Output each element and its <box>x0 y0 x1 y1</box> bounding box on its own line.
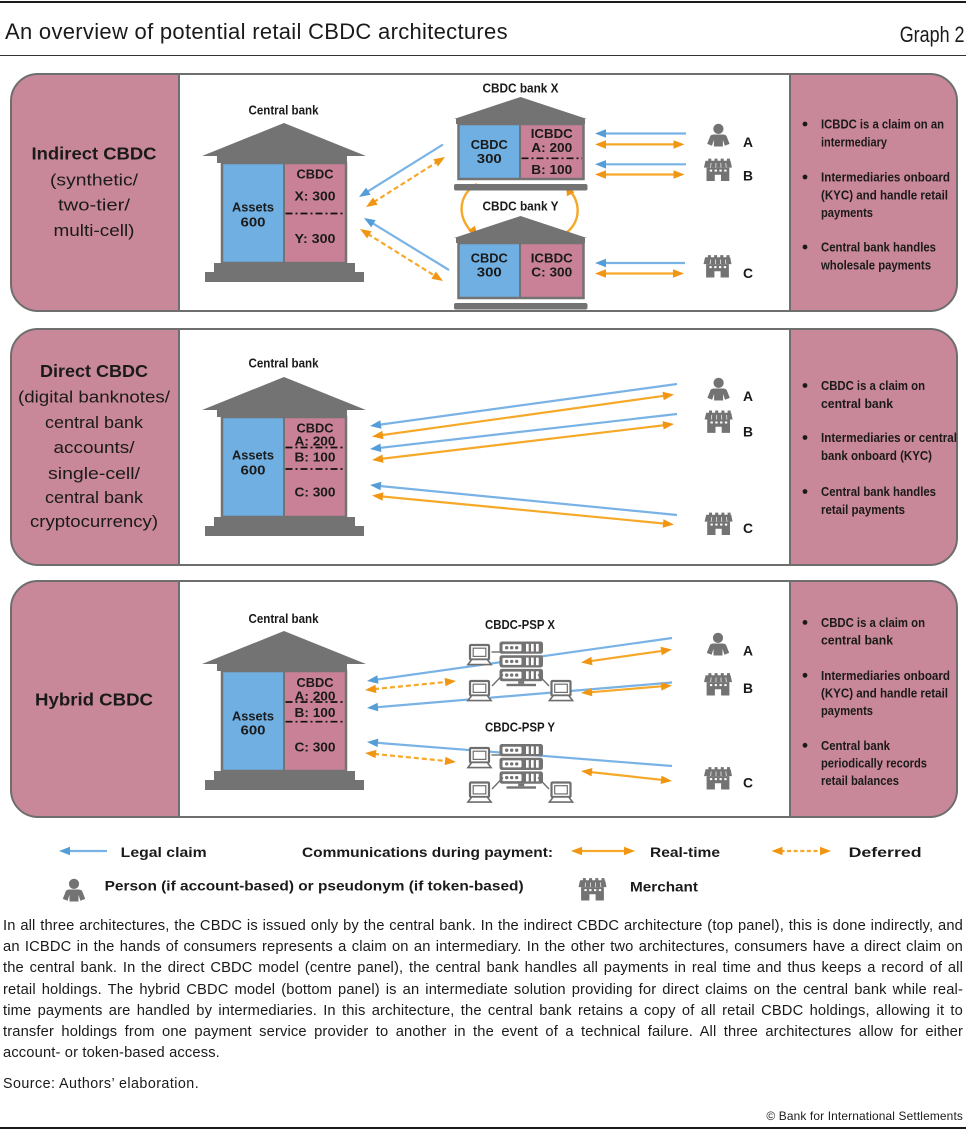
svg-text:Central bank handles: Central bank handles <box>821 240 936 255</box>
svg-text:CBDC-PSP X: CBDC-PSP X <box>485 617 555 632</box>
svg-text:CBDC: CBDC <box>471 251 509 266</box>
svg-text:X: 300: X: 300 <box>295 189 336 204</box>
svg-text:periodically records: periodically records <box>821 756 927 771</box>
svg-text:payments: payments <box>821 703 873 718</box>
svg-text:(KYC) and handle retail: (KYC) and handle retail <box>821 187 948 202</box>
svg-text:bank onboard (KYC): bank onboard (KYC) <box>821 448 932 463</box>
svg-text:A: A <box>743 135 753 150</box>
svg-text:B: B <box>743 169 753 184</box>
svg-text:CBDC: CBDC <box>297 167 335 182</box>
svg-text:intermediary: intermediary <box>821 134 888 149</box>
svg-text:(KYC) and handle retail: (KYC) and handle retail <box>821 686 948 701</box>
svg-text:Central bank handles: Central bank handles <box>821 484 936 499</box>
svg-text:600: 600 <box>241 463 266 478</box>
svg-text:CBDC-PSP Y: CBDC-PSP Y <box>485 719 555 734</box>
svg-text:retail payments: retail payments <box>821 502 905 517</box>
svg-text:Legal claim: Legal claim <box>121 844 207 860</box>
svg-text:Intermediaries onboard: Intermediaries onboard <box>821 668 950 683</box>
svg-text:wholesale payments: wholesale payments <box>820 257 931 272</box>
svg-text:Central bank: Central bank <box>249 611 320 626</box>
svg-text:B: 100: B: 100 <box>295 705 336 720</box>
svg-text:Person (if account-based) or p: Person (if account-based) or pseudonym (… <box>105 878 524 894</box>
svg-text:B: B <box>743 424 753 439</box>
svg-text:C: 300: C: 300 <box>295 485 336 500</box>
svg-text:Real-time: Real-time <box>650 844 720 860</box>
svg-text:A: A <box>743 389 753 404</box>
svg-text:300: 300 <box>477 265 502 280</box>
svg-text:C: C <box>743 776 753 791</box>
svg-text:Central bank: Central bank <box>249 103 320 118</box>
svg-text:CBDC: CBDC <box>297 420 335 435</box>
svg-text:600: 600 <box>241 215 266 230</box>
svg-text:C: C <box>743 521 753 536</box>
svg-text:central bank: central bank <box>821 633 894 648</box>
svg-text:Indirect CBDC: Indirect CBDC <box>32 143 157 163</box>
svg-text:A: 200: A: 200 <box>295 434 336 449</box>
svg-text:C: C <box>743 266 753 281</box>
svg-text:Intermediaries onboard: Intermediaries onboard <box>821 170 950 185</box>
svg-text:300: 300 <box>477 151 502 166</box>
svg-text:ICBDC: ICBDC <box>531 251 574 266</box>
svg-text:C: 300: C: 300 <box>531 265 572 280</box>
svg-text:retail balances: retail balances <box>821 773 899 788</box>
svg-text:multi-cell): multi-cell) <box>54 221 135 240</box>
svg-text:ICBDC is a claim on an: ICBDC is a claim on an <box>821 117 944 132</box>
svg-text:ICBDC: ICBDC <box>531 126 574 141</box>
svg-text:B: B <box>743 681 753 696</box>
svg-text:two-tier/: two-tier/ <box>58 196 130 215</box>
svg-text:Merchant: Merchant <box>630 879 698 895</box>
svg-text:single-cell/: single-cell/ <box>48 464 140 483</box>
svg-text:CBDC is a claim on: CBDC is a claim on <box>821 615 925 630</box>
svg-text:A: A <box>743 644 753 659</box>
svg-text:Assets: Assets <box>232 448 274 463</box>
svg-text:Y: 300: Y: 300 <box>295 231 336 246</box>
svg-text:CBDC is a claim on: CBDC is a claim on <box>821 378 925 393</box>
svg-text:Central bank: Central bank <box>249 356 320 371</box>
svg-text:CBDC: CBDC <box>471 137 509 152</box>
svg-text:Assets: Assets <box>232 709 274 724</box>
svg-text:(digital banknotes/: (digital banknotes/ <box>18 388 170 407</box>
svg-text:central bank: central bank <box>45 413 144 432</box>
svg-text:B: 100: B: 100 <box>531 162 572 177</box>
svg-text:CBDC bank X: CBDC bank X <box>483 81 559 96</box>
svg-text:payments: payments <box>821 205 873 220</box>
svg-text:A: 200: A: 200 <box>295 689 336 704</box>
svg-text:cryptocurrency): cryptocurrency) <box>30 512 158 531</box>
svg-text:Hybrid CBDC: Hybrid CBDC <box>35 689 153 709</box>
svg-text:Communications during payment:: Communications during payment: <box>302 844 553 860</box>
svg-text:Central bank: Central bank <box>821 738 891 753</box>
svg-text:Direct CBDC: Direct CBDC <box>40 361 148 381</box>
svg-text:A: 200: A: 200 <box>531 140 572 155</box>
svg-text:central bank: central bank <box>821 396 894 411</box>
svg-text:accounts/: accounts/ <box>54 438 135 457</box>
svg-text:Intermediaries or central: Intermediaries or central <box>821 430 957 445</box>
svg-text:C: 300: C: 300 <box>295 739 336 754</box>
svg-text:Assets: Assets <box>232 200 274 215</box>
svg-text:central bank: central bank <box>45 488 144 507</box>
svg-text:(synthetic/: (synthetic/ <box>50 170 138 189</box>
svg-text:Deferred: Deferred <box>849 844 922 860</box>
svg-text:600: 600 <box>241 722 266 737</box>
svg-text:CBDC bank Y: CBDC bank Y <box>483 199 559 214</box>
svg-text:B: 100: B: 100 <box>295 450 336 465</box>
svg-text:CBDC: CBDC <box>297 675 335 690</box>
